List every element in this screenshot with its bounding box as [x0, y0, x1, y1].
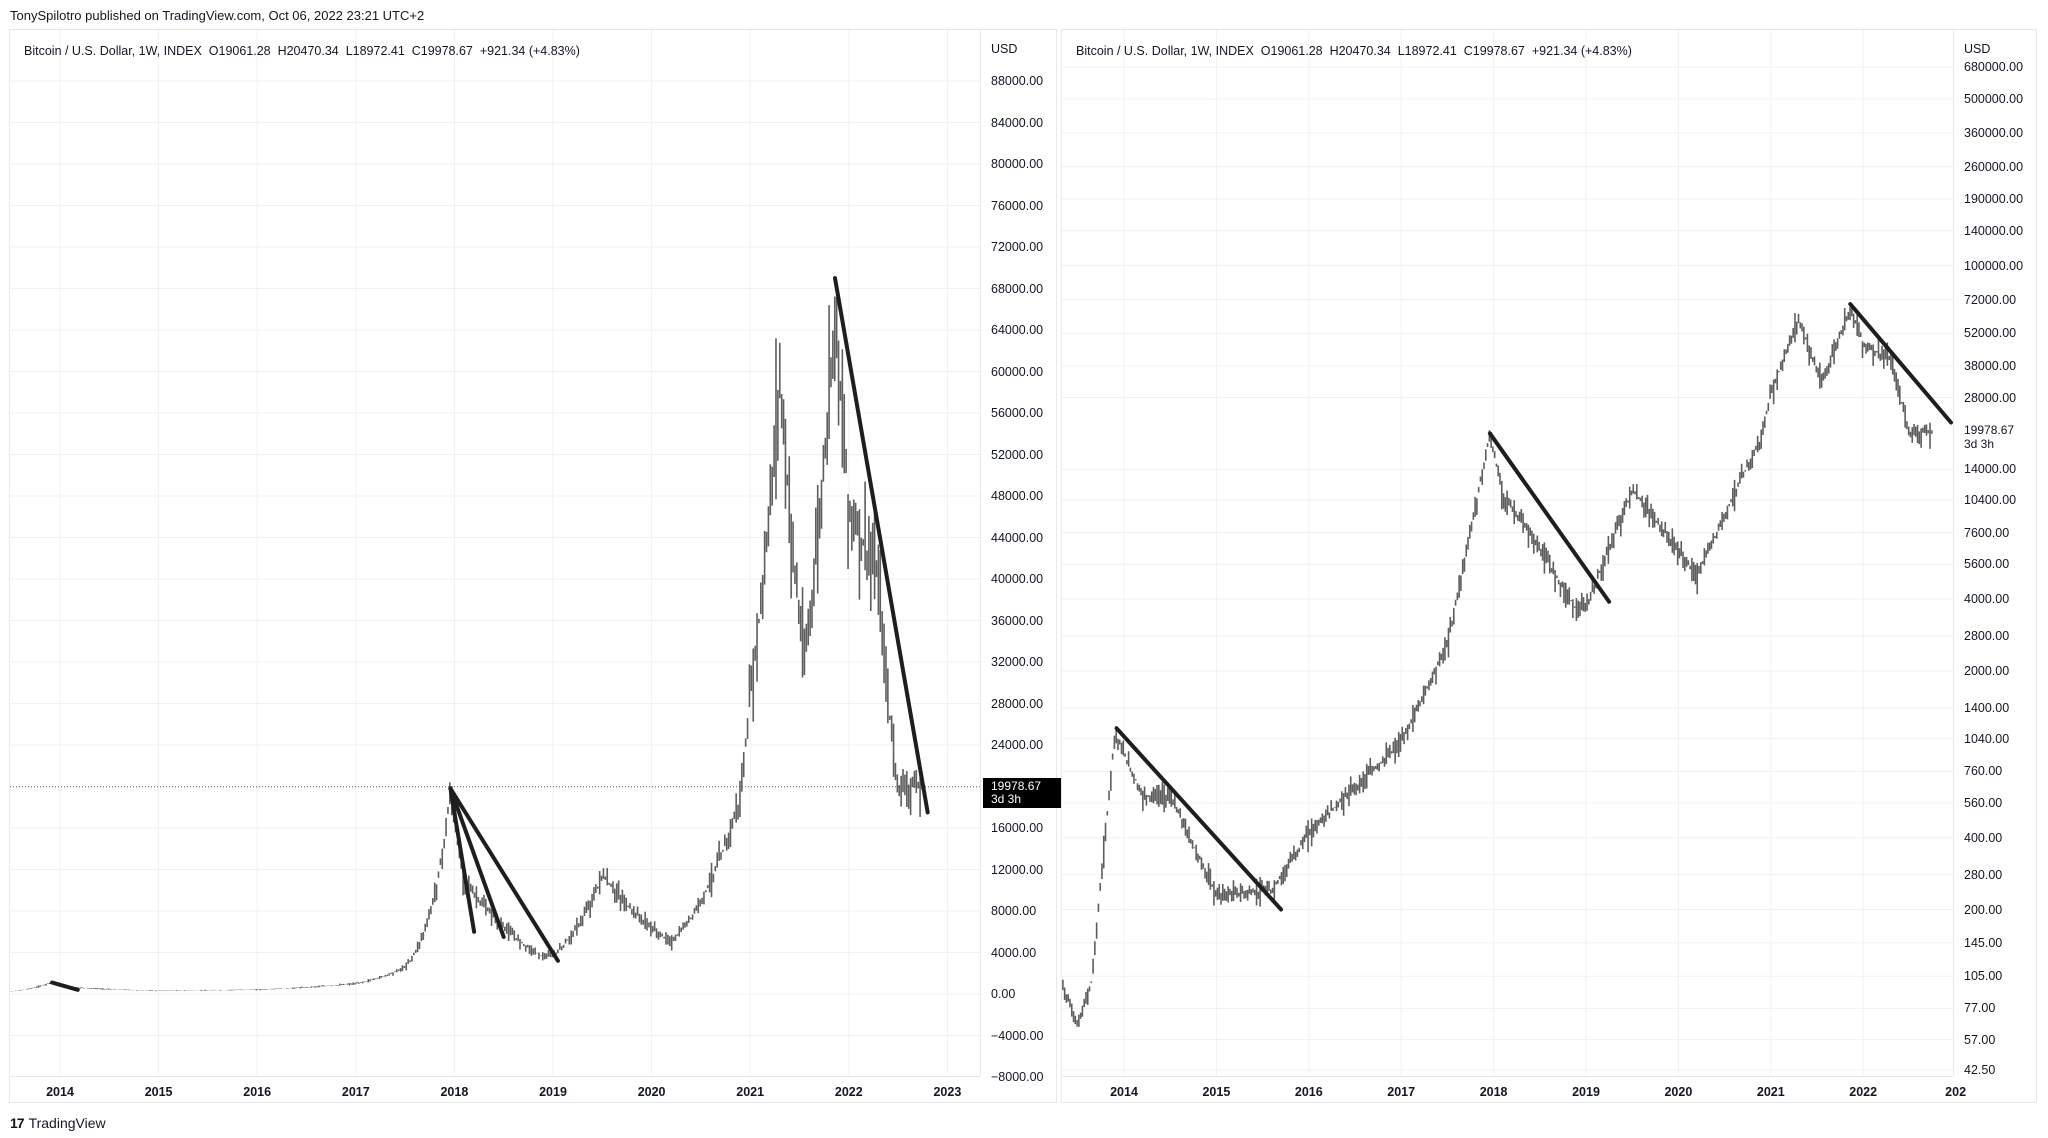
left-price-axis[interactable]: USD 88000.00 84000.00 80000.00 76000.00 7200… — [980, 30, 1061, 1084]
price-tick: 88000.00 — [991, 74, 1044, 88]
price-tick: 1040.00 — [1964, 731, 2010, 746]
time-tick: 2014 — [1110, 1085, 1138, 1099]
time-tick: 2022 — [834, 1085, 863, 1099]
price-tick: 64000.00 — [991, 323, 1044, 337]
price-tick: 28000.00 — [991, 696, 1044, 711]
time-tick: 2017 — [341, 1085, 370, 1099]
price-tick: −4000.00 — [991, 1028, 1044, 1043]
time-tick: 2016 — [1294, 1085, 1323, 1099]
price-tick: 105.00 — [1964, 969, 2003, 984]
tradingview-logo-icon: 17 — [10, 1115, 25, 1131]
price-tick: 16000.00 — [991, 821, 1044, 835]
price-tick: 5600.00 — [1964, 557, 2010, 572]
left-axis-currency: USD — [991, 42, 1018, 56]
price-tick: 360000.00 — [1964, 125, 2024, 140]
time-tick: 2016 — [243, 1085, 272, 1099]
last-price-value: 19978.67 — [1964, 423, 2015, 438]
time-tick: 2020 — [637, 1085, 666, 1099]
price-tick: 40000.00 — [991, 572, 1044, 586]
price-tick: 0.00 — [991, 987, 1016, 1001]
price-tick: 84000.00 — [991, 115, 1044, 130]
price-tick: 500000.00 — [1964, 91, 2024, 106]
price-tick: 2000.00 — [1964, 663, 2010, 678]
price-tick: 72000.00 — [1964, 292, 2017, 307]
bar-countdown: 3d 3h — [991, 791, 1022, 806]
time-tick: 2018 — [1479, 1085, 1508, 1099]
price-tick: 28000.00 — [1964, 390, 2017, 405]
price-tick: 24000.00 — [991, 738, 1044, 752]
time-tick: 2021 — [736, 1085, 765, 1099]
last-price-label: 19978.67 3d 3h — [983, 777, 1061, 808]
price-tick: 76000.00 — [991, 198, 1044, 213]
price-tick: 68000.00 — [991, 281, 1044, 296]
price-tick: 4000.00 — [991, 945, 1037, 960]
time-tick: 2018 — [440, 1085, 469, 1099]
price-tick: 200.00 — [1964, 902, 2003, 917]
time-tick: 2019 — [1572, 1085, 1600, 1099]
time-tick: 2014 — [46, 1085, 74, 1099]
price-tick: 52000.00 — [991, 447, 1044, 462]
time-tick: 2023 — [933, 1085, 962, 1099]
price-tick: 760.00 — [1964, 764, 2003, 779]
right-chart-pane: Bitcoin / U.S. Dollar, 1W, INDEX O19061.… — [1061, 29, 2037, 1103]
price-tick: 36000.00 — [991, 613, 1044, 628]
price-tick: 1400.00 — [1964, 700, 2010, 715]
time-tick: 2021 — [1756, 1085, 1785, 1099]
right-price-axis[interactable]: USD 680000.00 500000.00 360000.00 260000.00… — [1953, 30, 2037, 1077]
time-tick: 2019 — [539, 1085, 567, 1099]
price-tick: 680000.00 — [1964, 60, 2024, 74]
price-tick: 77.00 — [1964, 1001, 1996, 1016]
price-series-svg — [10, 30, 980, 1076]
price-tick: 52000.00 — [1964, 326, 2017, 341]
footer-brand[interactable]: 17 TradingView — [10, 1115, 106, 1131]
last-price-value: 19978.67 — [991, 778, 1042, 793]
bar-countdown: 3d 3h — [1964, 437, 1995, 452]
price-tick: 38000.00 — [1964, 358, 2017, 373]
price-tick: 140000.00 — [1964, 223, 2024, 238]
right-axis-currency: USD — [1964, 42, 1991, 56]
time-tick: 2017 — [1387, 1085, 1416, 1099]
price-tick: 190000.00 — [1964, 192, 2024, 207]
price-tick: −8000.00 — [991, 1070, 1044, 1084]
left-time-axis[interactable]: 2014 2015 2016 2017 2018 2019 2020 2021 2022 2023 — [10, 1076, 980, 1103]
price-tick: 72000.00 — [991, 240, 1044, 254]
price-tick: 260000.00 — [1964, 159, 2024, 174]
tradingview-brand-text: TradingView — [28, 1115, 106, 1131]
left-plot-area[interactable]: Bitcoin / U.S. Dollar, 1W, INDEX O19061.… — [10, 30, 980, 1076]
price-tick: 280.00 — [1964, 867, 2003, 882]
right-chart-legend: Bitcoin / U.S. Dollar, 1W, INDEX O19061.… — [1076, 44, 1632, 58]
header-published: TonySpilotro published on TradingView.co… — [10, 8, 425, 23]
price-tick: 12000.00 — [991, 862, 1044, 877]
left-chart-pane: Bitcoin / U.S. Dollar, 1W, INDEX O19061.… — [9, 29, 1061, 1103]
time-tick: 2015 — [1202, 1085, 1231, 1099]
price-series-svg — [1062, 30, 1953, 1076]
price-tick: 7600.00 — [1964, 525, 2010, 540]
price-tick: 2800.00 — [1964, 629, 2010, 644]
price-tick: 80000.00 — [991, 157, 1044, 171]
price-tick: 48000.00 — [991, 489, 1044, 503]
price-tick: 57.00 — [1964, 1032, 1996, 1047]
time-tick: 2015 — [144, 1085, 173, 1099]
price-tick: 56000.00 — [991, 406, 1044, 420]
right-time-axis[interactable]: 2014 2015 2016 2017 2018 2019 2020 2021 2022 202 — [1062, 1076, 1966, 1103]
price-tick: 14000.00 — [1964, 462, 2017, 477]
last-price-label: 19978.67 3d 3h — [1964, 423, 2014, 451]
price-tick: 44000.00 — [991, 530, 1044, 545]
time-tick: 2022 — [1849, 1085, 1878, 1099]
time-tick: 2020 — [1664, 1085, 1693, 1099]
price-tick: 8000.00 — [991, 904, 1037, 918]
price-tick: 60000.00 — [991, 364, 1044, 379]
price-tick: 42.50 — [1964, 1063, 1996, 1077]
price-tick: 145.00 — [1964, 935, 2003, 950]
time-tick: 202 — [1945, 1085, 1967, 1099]
price-tick: 10400.00 — [1964, 493, 2017, 508]
price-tick: 400.00 — [1964, 830, 2003, 845]
price-tick: 4000.00 — [1964, 592, 2010, 607]
price-tick: 100000.00 — [1964, 258, 2024, 273]
right-plot-area[interactable]: Bitcoin / U.S. Dollar, 1W, INDEX O19061.… — [1062, 30, 1953, 1076]
left-chart-legend: Bitcoin / U.S. Dollar, 1W, INDEX O19061.… — [24, 44, 580, 58]
price-tick: 32000.00 — [991, 655, 1044, 669]
price-tick: 560.00 — [1964, 795, 2003, 810]
